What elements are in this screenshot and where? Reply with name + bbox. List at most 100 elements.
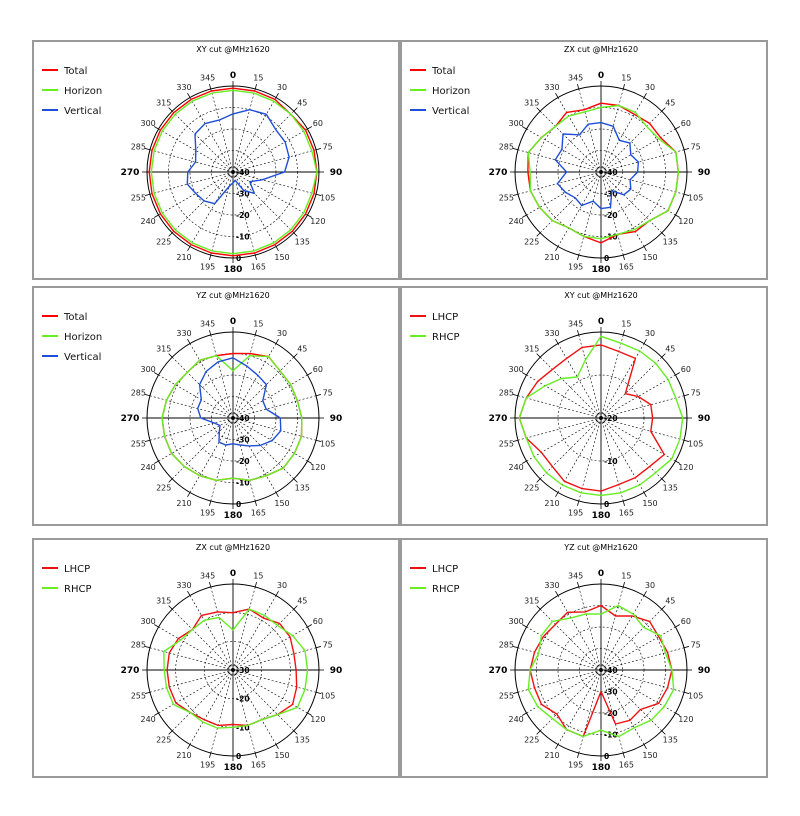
tick-mark: [187, 590, 191, 596]
angle-label: 165: [251, 761, 266, 770]
radial-tick-label: -10: [236, 723, 250, 732]
polar-chart-3: YZ cut @MHz1620 Total Horizon Vertical 0 15…: [42, 291, 342, 521]
grid-spoke: [149, 149, 234, 173]
tick-mark: [209, 500, 212, 507]
tick-mark: [275, 590, 279, 596]
radial-tick-label: -30: [236, 190, 250, 199]
tick-mark: [512, 394, 519, 397]
tick-mark: [307, 126, 313, 130]
angle-label: 45: [297, 345, 307, 354]
angle-label: 165: [619, 509, 634, 518]
chart-panel-2: ZX cut @MHz1620 Total Horizon Vertical 0 15…: [400, 40, 768, 280]
series-line-lhcp: [529, 604, 673, 738]
grid-spoke: [149, 647, 234, 671]
tick-mark: [275, 492, 279, 498]
angle-label: 345: [200, 73, 215, 82]
angle-label: 210: [544, 253, 559, 262]
angle-label: 225: [524, 237, 539, 246]
angle-label: 0: [230, 317, 236, 327]
tick-mark: [209, 581, 212, 588]
angle-label: 15: [621, 319, 631, 328]
chart-title: YZ cut @MHz1620: [563, 543, 638, 552]
tick-mark: [555, 246, 559, 252]
radial-tick-label: -10: [604, 731, 618, 740]
angle-label: 165: [251, 509, 266, 518]
series-line-vertical: [554, 121, 640, 210]
tick-mark: [144, 148, 151, 151]
polar-chart-2: ZX cut @MHz1620 Total Horizon Vertical 0 15…: [410, 45, 711, 275]
angle-label: 225: [156, 483, 171, 492]
tick-mark: [168, 107, 173, 112]
angle-label: 225: [524, 735, 539, 744]
angle-label: 45: [665, 99, 675, 108]
grid-spoke: [189, 595, 234, 671]
tick-mark: [577, 752, 580, 759]
tick-mark: [293, 353, 298, 358]
tick-mark: [683, 148, 690, 151]
grid-spoke: [517, 417, 602, 441]
radial-tick-label: -20: [604, 211, 618, 220]
angle-label: 180: [224, 763, 243, 773]
angle-label: 30: [277, 581, 287, 590]
radial-tick-label: -20: [236, 457, 250, 466]
tick-mark: [643, 338, 647, 344]
angle-label: 30: [645, 83, 655, 92]
angle-label: 225: [524, 483, 539, 492]
angle-label: 285: [131, 143, 146, 152]
radial-tick-label: -20: [236, 211, 250, 220]
grid-spoke: [210, 669, 234, 754]
legend-label: RHCP: [432, 332, 459, 343]
legend: LHCP RHCP: [410, 564, 459, 595]
tick-mark: [683, 394, 690, 397]
grid-spoke: [189, 97, 234, 173]
tick-mark: [675, 214, 681, 218]
series-line-rhcp: [518, 335, 684, 497]
chart-panel-1: XY cut @MHz1620 Total Horizon Vertical 0 15…: [32, 40, 400, 280]
tick-mark: [254, 581, 257, 588]
grid-spoke: [557, 595, 602, 671]
grid-spoke: [210, 88, 234, 173]
tick-mark: [187, 338, 191, 344]
series-line-lhcp: [518, 344, 665, 492]
tick-mark: [521, 712, 527, 716]
tick-mark: [521, 460, 527, 464]
angle-label: 135: [663, 483, 678, 492]
angle-label: 240: [508, 463, 523, 472]
angle-label: 90: [698, 168, 711, 178]
tick-mark: [661, 478, 666, 483]
grid-spoke: [578, 88, 602, 173]
angle-label: 195: [568, 761, 583, 770]
grid-spoke: [232, 128, 308, 173]
angle-label: 120: [678, 463, 693, 472]
angle-label: 210: [176, 751, 191, 760]
angle-label: 0: [598, 71, 604, 81]
chart-panel-6: YZ cut @MHz1620 LHCP RHCP 0 15 30 45 60 75 90 10…: [400, 538, 768, 778]
tick-mark: [683, 646, 690, 649]
angle-label: 105: [688, 691, 703, 700]
tick-mark: [536, 353, 541, 358]
tick-mark: [153, 126, 159, 130]
series-line-horizon: [161, 354, 303, 482]
tick-mark: [275, 744, 279, 750]
tick-mark: [555, 590, 559, 596]
tick-mark: [622, 83, 625, 90]
tick-mark: [577, 254, 580, 261]
radial-tick-label: -10: [236, 479, 250, 488]
angle-label: 90: [698, 666, 711, 676]
chart-title: ZX cut @MHz1620: [564, 45, 638, 54]
radial-tick-label: -30: [604, 688, 618, 697]
angle-label: 180: [592, 511, 611, 521]
angle-label: 210: [176, 253, 191, 262]
tick-mark: [187, 744, 191, 750]
radial-tick-label: 0: [604, 500, 609, 509]
tick-mark: [168, 353, 173, 358]
tick-mark: [307, 214, 313, 218]
tick-mark: [577, 329, 580, 336]
grid-spoke: [158, 626, 234, 671]
radial-tick-label: -40: [236, 168, 250, 177]
legend: Total Horizon Vertical: [410, 66, 470, 117]
tick-mark: [275, 92, 279, 98]
grid-spoke: [210, 334, 234, 419]
angle-label: 285: [499, 143, 514, 152]
angle-label: 270: [489, 414, 508, 424]
